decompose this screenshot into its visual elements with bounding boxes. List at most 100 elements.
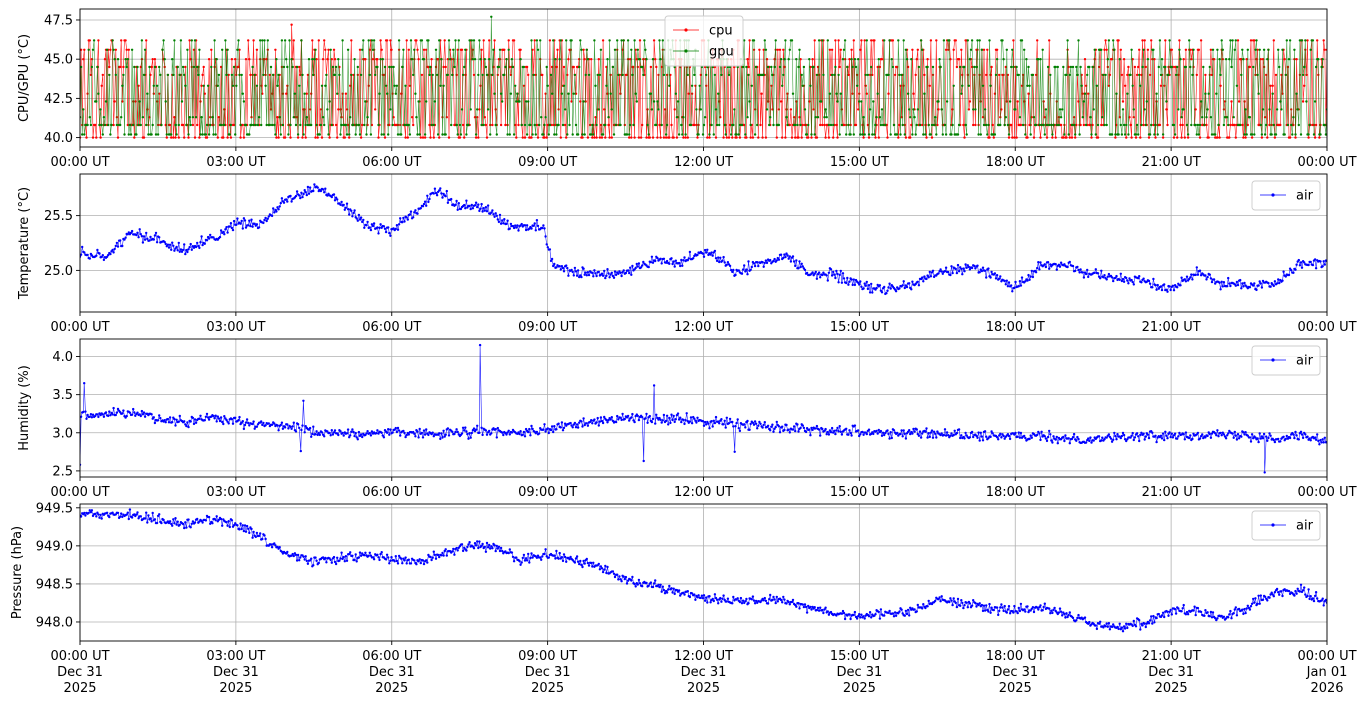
data-point: [1215, 434, 1218, 437]
data-point: [598, 136, 602, 139]
data-point: [302, 192, 305, 196]
data-point: [141, 241, 145, 244]
data-point: [930, 123, 934, 127]
data-point: [1227, 276, 1230, 280]
data-point: [471, 207, 475, 210]
data-point: [251, 536, 254, 539]
data-point: [95, 254, 98, 257]
data-point: [264, 424, 267, 427]
data-point: [470, 39, 473, 42]
data-point: [209, 522, 212, 525]
data-point: [1156, 133, 1159, 136]
data-point: [364, 58, 367, 61]
data-point: [1259, 58, 1263, 61]
data-point: [292, 116, 295, 119]
data-point: [575, 423, 579, 426]
data-point: [1301, 100, 1305, 103]
data-point: [671, 262, 674, 266]
data-point: [997, 438, 1000, 441]
data-point: [719, 256, 722, 259]
data-point: [123, 238, 126, 241]
data-point: [597, 108, 600, 111]
data-point: [1259, 123, 1263, 127]
data-point: [972, 435, 975, 439]
data-point: [359, 136, 363, 139]
data-point: [164, 421, 167, 424]
data-point: [660, 262, 663, 265]
data-point: [737, 133, 740, 136]
data-point: [610, 136, 613, 139]
data-point: [583, 58, 586, 61]
data-point: [1219, 431, 1222, 435]
data-point: [634, 266, 637, 270]
data-point: [899, 432, 902, 436]
data-point: [350, 209, 353, 212]
data-point: [295, 65, 299, 69]
data-point: [507, 39, 510, 42]
data-point: [395, 84, 399, 88]
data-point: [802, 65, 806, 69]
data-point: [814, 427, 817, 430]
data-point: [872, 432, 875, 436]
data-point: [1323, 123, 1327, 127]
data-point: [1005, 279, 1008, 282]
data-point: [965, 133, 968, 136]
data-point: [1240, 73, 1243, 77]
data-point: [706, 136, 709, 139]
data-point: [1188, 39, 1191, 42]
data-point: [1107, 84, 1111, 88]
data-point: [446, 58, 450, 61]
data-point: [461, 426, 465, 429]
data-point: [979, 431, 982, 434]
data-point: [1178, 431, 1181, 435]
data-point: [1148, 73, 1152, 77]
data-point: [1122, 280, 1126, 283]
data-point: [909, 116, 912, 119]
data-point: [862, 116, 865, 119]
data-point: [377, 136, 380, 139]
data-point: [409, 39, 413, 42]
data-point: [98, 516, 101, 519]
data-point: [570, 39, 573, 42]
data-point: [429, 136, 432, 139]
data-point: [376, 226, 379, 229]
data-point: [1244, 108, 1247, 111]
data-point: [565, 136, 568, 139]
data-point: [355, 123, 358, 127]
data-point: [417, 100, 420, 103]
data-point: [128, 411, 132, 414]
data-point: [142, 73, 146, 77]
data-point: [146, 237, 149, 240]
data-point: [1119, 123, 1123, 127]
data-point: [949, 434, 952, 437]
data-point: [808, 58, 811, 61]
y-tick-label: 25.0: [44, 264, 73, 279]
data-point: [1003, 123, 1006, 127]
data-point: [1039, 438, 1042, 442]
data-point: [535, 219, 539, 222]
data-point: [244, 226, 248, 229]
data-point: [1246, 123, 1250, 127]
data-point: [883, 285, 886, 289]
data-point: [132, 100, 135, 103]
data-point: [912, 108, 915, 111]
data-point: [970, 430, 974, 434]
data-point: [479, 58, 482, 61]
data-point: [762, 73, 765, 77]
data-point: [1112, 438, 1115, 441]
data-point: [446, 201, 450, 204]
data-point: [926, 65, 929, 69]
data-point: [1257, 284, 1260, 287]
data-point: [1265, 435, 1268, 438]
data-point: [472, 427, 476, 430]
data-point: [875, 429, 878, 433]
data-point: [1127, 133, 1130, 136]
data-point: [248, 58, 251, 61]
data-point: [275, 210, 278, 213]
data-point: [143, 48, 147, 51]
x-tick-label: 09:00 UT: [518, 155, 577, 170]
data-point: [772, 259, 775, 263]
data-point: [1233, 430, 1237, 434]
data-point: [1308, 123, 1311, 127]
data-point: [172, 244, 175, 247]
